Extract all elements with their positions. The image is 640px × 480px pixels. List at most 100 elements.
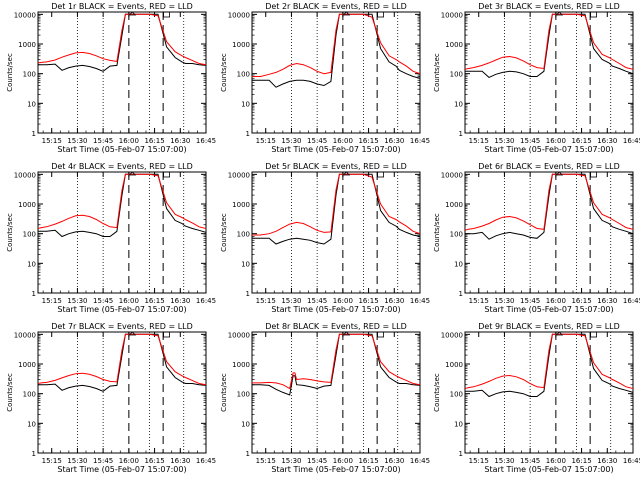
y-axis-label: Counts/sec [6,213,14,252]
x-tick-label: 15:45 [307,137,327,145]
panel-title: Det 8r BLACK = Events, RED = LLD [265,322,407,331]
plot-frame [37,11,207,134]
y-tick-label: 10 [27,260,36,268]
x-tick-label: 16:00 [333,137,353,145]
y-tick-label: 10 [454,100,463,108]
x-tick-label: 16:15 [358,297,378,305]
lld-series-line [252,13,420,77]
peak-marker [590,171,597,178]
peak-marker [128,331,137,336]
x-tick-label: 15:30 [67,457,87,465]
y-tick-label: 1 [246,290,250,298]
x-tick-label: 15:45 [520,137,540,145]
x-tick-label: 16:30 [170,297,190,305]
x-tick-label: 16:30 [384,137,404,145]
peak-marker [342,171,351,176]
plot-frame [251,11,421,134]
y-tick-label: 10000 [441,331,463,339]
plot-frame [251,171,421,294]
lld-series-line [465,333,633,389]
y-tick-label: 10 [241,100,250,108]
y-tick-label: 10000 [441,171,463,179]
events-series-line [38,13,206,72]
x-tick-label: 16:45 [410,137,430,145]
x-tick-label: 15:30 [67,137,87,145]
y-tick-label: 1 [459,450,463,458]
y-tick-label: 1 [246,450,250,458]
x-tick-label: 16:45 [410,297,430,305]
x-tick-label: 16:00 [119,457,139,465]
x-tick-label: 15:30 [281,297,301,305]
y-tick-label: 1000 [18,201,36,209]
y-tick-label: 1 [459,130,463,138]
x-axis-label: Start Time (05-Feb-07 15:07:00) [271,305,400,314]
y-tick-label: 10 [454,260,463,268]
x-axis-label: Start Time (05-Feb-07 15:07:00) [57,465,186,474]
y-tick-label: 10000 [441,11,463,19]
x-tick-label: 16:15 [571,137,591,145]
y-tick-label: 10 [454,420,463,428]
peak-marker [377,331,384,338]
x-tick-label: 15:15 [469,297,489,305]
x-tick-label: 16:30 [597,137,617,145]
x-tick-label: 15:15 [42,457,62,465]
x-tick-label: 16:00 [546,297,566,305]
x-tick-label: 16:30 [170,457,190,465]
x-tick-label: 15:30 [281,457,301,465]
detector-panel: Det 4r BLACK = Events, RED = LLD 1 10 100 10… [6,162,216,314]
panel-title: Det 2r BLACK = Events, RED = LLD [265,2,407,11]
lld-series-line [38,13,206,66]
y-tick-label: 100 [450,71,463,79]
detector-panel: Det 3r BLACK = Events, RED = LLD 1 10 100 10… [433,2,640,154]
detector-panel: Det 1r BLACK = Events, RED = LLD 1 10 100 10… [6,2,216,154]
y-tick-label: 1000 [232,41,250,49]
panel-title: Det 3r BLACK = Events, RED = LLD [478,2,620,11]
y-axis-label: Counts/sec [6,53,14,92]
panel-title: Det 6r BLACK = Events, RED = LLD [478,162,620,171]
events-series-line [252,333,420,396]
y-axis-label: Counts/sec [220,53,228,92]
y-tick-label: 100 [237,231,250,239]
x-tick-label: 16:30 [170,137,190,145]
x-tick-label: 15:15 [256,297,276,305]
x-tick-label: 15:15 [42,297,62,305]
x-tick-label: 16:15 [571,457,591,465]
peak-marker [128,171,137,176]
lld-series-line [465,13,633,70]
x-tick-label: 15:15 [256,457,276,465]
x-axis-label: Start Time (05-Feb-07 15:07:00) [271,145,400,154]
detector-panel: Det 6r BLACK = Events, RED = LLD 1 10 100 10… [433,162,640,314]
x-tick-label: 15:30 [494,457,514,465]
y-tick-label: 10 [27,100,36,108]
x-axis-label: Start Time (05-Feb-07 15:07:00) [484,465,613,474]
x-tick-label: 15:15 [469,137,489,145]
x-tick-label: 16:15 [571,297,591,305]
peak-marker [555,331,564,336]
x-tick-label: 16:00 [546,137,566,145]
x-tick-label: 16:45 [623,137,640,145]
x-tick-label: 16:15 [144,137,164,145]
y-tick-label: 1 [246,130,250,138]
y-tick-label: 1000 [232,361,250,369]
x-tick-label: 16:00 [119,137,139,145]
x-tick-label: 16:15 [144,297,164,305]
y-tick-label: 1000 [18,41,36,49]
peak-marker [163,11,170,18]
x-tick-label: 15:30 [67,297,87,305]
peak-marker [342,11,351,16]
y-tick-label: 1000 [445,201,463,209]
events-series-line [252,13,420,88]
plot-frame [37,171,207,294]
x-tick-label: 16:00 [119,297,139,305]
plot-frame [464,171,634,294]
detector-panel: Det 8r BLACK = Events, RED = LLD 1 10 100 10… [220,322,430,474]
y-tick-label: 1000 [445,361,463,369]
events-series-line [38,173,206,238]
y-axis-label: Counts/sec [433,373,441,412]
x-tick-label: 16:30 [597,457,617,465]
peak-marker [590,331,597,338]
x-tick-label: 16:30 [384,297,404,305]
x-tick-label: 16:15 [144,457,164,465]
y-tick-label: 100 [450,231,463,239]
y-tick-label: 1000 [18,361,36,369]
